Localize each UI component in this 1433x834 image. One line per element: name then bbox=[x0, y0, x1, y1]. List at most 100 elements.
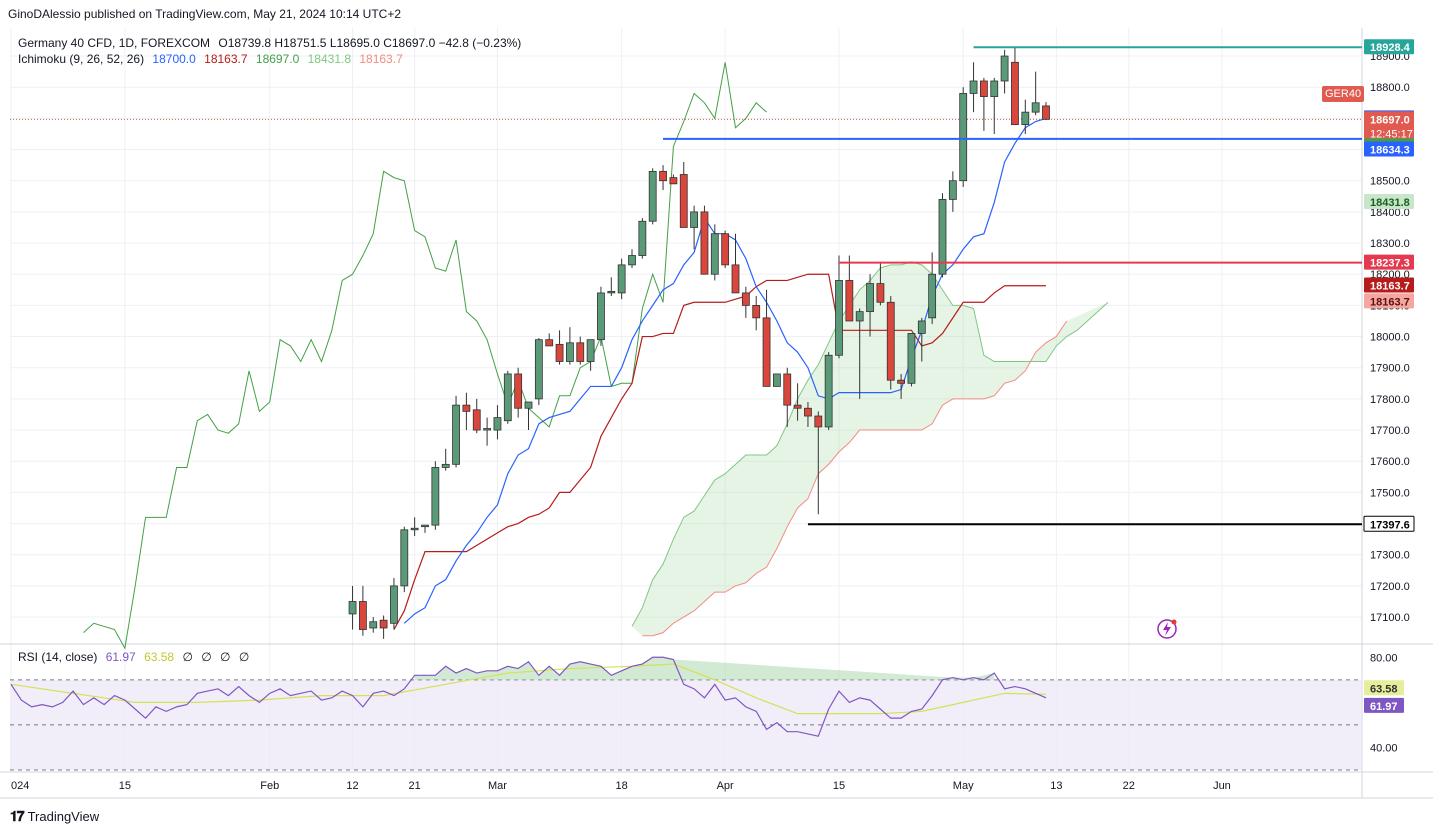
price-label: 17397.6 bbox=[1363, 515, 1415, 532]
time-tick-label: Feb bbox=[260, 780, 279, 792]
candle bbox=[814, 411, 823, 515]
candle-body bbox=[907, 333, 916, 384]
time-tick-label: 18 bbox=[616, 780, 628, 792]
candle-body bbox=[472, 409, 481, 431]
candle-body bbox=[483, 428, 492, 431]
candle-body bbox=[814, 415, 823, 428]
price-tick-label: 18400.0 bbox=[1370, 207, 1410, 219]
candle bbox=[793, 383, 802, 421]
candle-body bbox=[410, 527, 419, 531]
price-label-text: 17397.6 bbox=[1370, 519, 1410, 531]
candle bbox=[390, 578, 398, 630]
candle bbox=[358, 585, 367, 636]
candle-body bbox=[752, 304, 761, 319]
price-label-text: 18163.7 bbox=[1370, 281, 1410, 293]
rsi-label[interactable]: RSI (14, close) bbox=[18, 650, 98, 664]
ichimoku-chikou-value: 18697.0 bbox=[255, 52, 300, 66]
candle-body bbox=[379, 619, 388, 629]
candle-body bbox=[421, 524, 429, 528]
price-label: 18928.4 bbox=[1364, 39, 1414, 55]
candle bbox=[990, 77, 999, 134]
candles bbox=[348, 46, 1050, 639]
symbol-label[interactable]: Germany 40 CFD, 1D, FOREXCOM bbox=[18, 36, 211, 50]
tradingview-brand[interactable]: 𝟏𝟕 TradingView bbox=[10, 808, 99, 825]
candle bbox=[534, 338, 543, 406]
candle-body bbox=[659, 170, 667, 182]
candle-body bbox=[710, 233, 719, 275]
candle bbox=[597, 286, 605, 346]
candle-body bbox=[566, 342, 574, 362]
candle-body bbox=[1000, 55, 1009, 82]
candle bbox=[421, 524, 429, 533]
price-label: 18163.7 bbox=[1364, 293, 1414, 309]
candle bbox=[648, 168, 657, 225]
candle bbox=[959, 87, 968, 187]
candle bbox=[679, 162, 688, 228]
candle bbox=[514, 367, 523, 418]
candle-body bbox=[741, 292, 750, 306]
candle bbox=[483, 417, 492, 446]
candle bbox=[752, 296, 761, 331]
price-tick-label: 17700.0 bbox=[1370, 425, 1410, 437]
candle-body bbox=[804, 407, 812, 417]
rsi-ma-value: 63.58 bbox=[144, 650, 175, 664]
ticker-tag: GER40 bbox=[1322, 86, 1365, 102]
rsi-label-bg bbox=[1364, 680, 1404, 696]
candle-body bbox=[959, 93, 968, 182]
price-tick-label: 17900.0 bbox=[1370, 363, 1410, 375]
candle-body bbox=[928, 273, 937, 319]
rsi-extra-value: ∅ bbox=[238, 650, 250, 664]
candle bbox=[917, 317, 926, 362]
candle-body bbox=[990, 80, 999, 97]
candle bbox=[503, 370, 512, 424]
candle-body bbox=[897, 379, 905, 384]
rsi-label-text: 61.97 bbox=[1370, 701, 1398, 713]
candle bbox=[907, 333, 916, 387]
ichimoku-cloud bbox=[632, 261, 1109, 636]
candle-body bbox=[555, 343, 564, 362]
ichimoku-label[interactable]: Ichimoku (9, 26, 52, 26) bbox=[18, 52, 145, 66]
price-tick-label: 17600.0 bbox=[1370, 456, 1410, 468]
price-label-text: 18697.0 bbox=[1370, 114, 1410, 126]
candle-body bbox=[1042, 105, 1050, 120]
candle bbox=[710, 224, 719, 281]
price-tick-label: 17300.0 bbox=[1370, 550, 1410, 562]
time-tick-label: 22 bbox=[1123, 780, 1135, 792]
candle bbox=[607, 277, 616, 297]
candle-body bbox=[1031, 102, 1040, 113]
candle-body bbox=[855, 311, 864, 322]
candle bbox=[897, 373, 905, 399]
time-tick-label: 15 bbox=[119, 780, 131, 792]
candle bbox=[586, 339, 595, 371]
candle-body bbox=[690, 211, 698, 228]
candle bbox=[886, 296, 895, 390]
price-tick-label: 17800.0 bbox=[1370, 394, 1410, 406]
candle bbox=[566, 327, 574, 365]
price-label: 18163.7 bbox=[1364, 277, 1414, 293]
candle-body bbox=[617, 264, 626, 294]
candle-body bbox=[493, 417, 502, 431]
rsi-value: 61.97 bbox=[105, 650, 136, 664]
price-label: 18697.0 12:45:17 bbox=[1364, 111, 1414, 142]
candle bbox=[452, 395, 460, 468]
candle-body bbox=[721, 233, 730, 266]
candle-body bbox=[545, 339, 554, 347]
candle-body bbox=[969, 80, 978, 94]
time-tick-label: Jun bbox=[1213, 780, 1231, 792]
price-label-text: 18634.3 bbox=[1370, 145, 1410, 157]
rsi-legend: RSI (14, close) 61.97 63.58 ∅ ∅ ∅ ∅ bbox=[18, 650, 254, 664]
candle bbox=[866, 274, 874, 337]
candle bbox=[845, 255, 854, 322]
candle bbox=[669, 174, 678, 185]
candle-body bbox=[938, 199, 947, 275]
time-tick-label: Apr bbox=[717, 780, 734, 792]
candle-body bbox=[586, 339, 595, 362]
price-label-bg bbox=[1364, 193, 1414, 209]
candle-body bbox=[648, 170, 657, 222]
ichimoku-span-b-value: 18163.7 bbox=[359, 52, 403, 66]
price-tick-label: 17100.0 bbox=[1370, 612, 1410, 624]
tradingview-logo-icon: 𝟏𝟕 bbox=[10, 808, 25, 824]
ichimoku-chikou-line bbox=[83, 62, 767, 650]
candle-body bbox=[607, 290, 616, 294]
